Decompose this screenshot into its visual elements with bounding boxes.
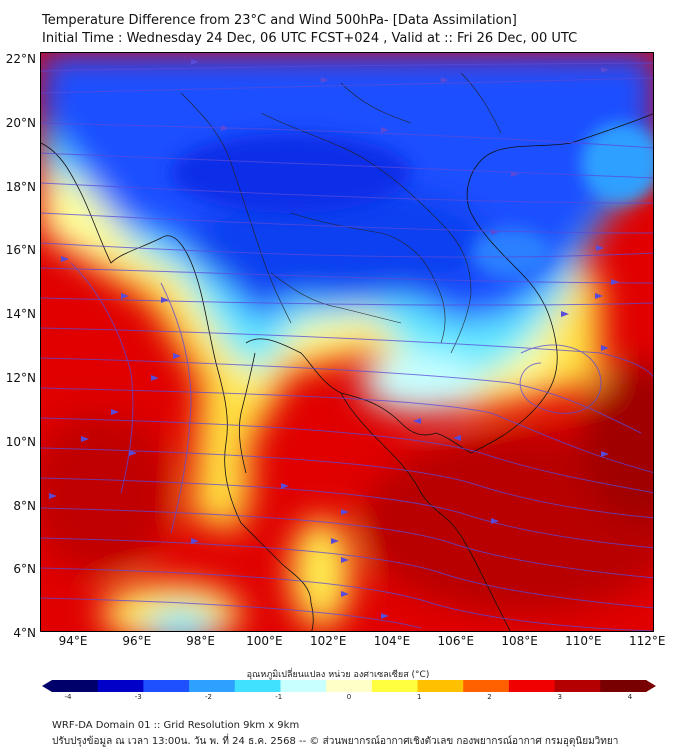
latitude-label: 18°N <box>5 179 36 194</box>
colorbar-tick-label: -3 <box>134 693 142 701</box>
longitude-label: 108°E <box>501 634 538 648</box>
colorbar-tick-label: 3 <box>557 693 562 701</box>
longitude-label: 100°E <box>246 634 283 648</box>
colorbar-segment <box>234 680 281 692</box>
colorbar-tick-label: -4 <box>64 693 72 701</box>
colorbar-title: อุณหภูมิเปลี่ยนแปลง หน่วย องศาเซลเซียส (… <box>246 670 430 680</box>
colorbar-tick-label: -1 <box>275 693 283 701</box>
latitude-label: 16°N <box>5 243 36 258</box>
colorbar-segment <box>326 680 373 692</box>
longitude-label: 112°E <box>628 634 666 648</box>
map-title: Temperature Difference from 23°C and Win… <box>42 13 517 28</box>
map-subtitle: Initial Time : Wednesday 24 Dec, 06 UTC … <box>42 31 578 46</box>
latitude-label: 20°N <box>5 115 36 130</box>
colorbar-tick-label: 2 <box>487 693 492 701</box>
colorbar-segment <box>463 680 510 692</box>
colorbar-min-extend <box>42 680 52 692</box>
colorbar-max-extend <box>646 680 656 692</box>
latitude-label: 4°N <box>13 626 36 641</box>
country-borders <box>180 72 502 354</box>
wind-streamlines <box>41 62 653 631</box>
colorbar-segment <box>371 680 419 692</box>
footer-credit: ปรับปรุงข้อมูล ณ เวลา 13:00น. วัน พ. ที่… <box>52 736 619 747</box>
colorbar-tick-label: 4 <box>627 693 633 701</box>
colorbar-segment <box>417 680 464 692</box>
colorbar-segment <box>143 680 190 692</box>
colorbar-segment <box>508 680 556 692</box>
longitude-label: 102°E <box>309 634 347 648</box>
colorbar-segment <box>189 680 236 692</box>
latitude-label: 22°N <box>5 52 36 66</box>
longitude-label: 110°E <box>565 634 602 648</box>
colorbar-segment <box>52 680 99 692</box>
colorbar-tick-label: 0 <box>346 693 352 701</box>
longitude-label: 106°E <box>437 634 475 648</box>
temperature-wind-map <box>41 53 653 631</box>
latitude-label: 8°N <box>13 498 36 513</box>
colorbar-tick-label: -2 <box>205 693 212 701</box>
longitude-label: 104°E <box>373 634 411 648</box>
colorbar-segment <box>97 680 144 692</box>
latitude-label: 12°N <box>5 371 36 385</box>
temperature-field <box>41 53 653 631</box>
latitude-label: 14°N <box>5 307 36 322</box>
latitude-label: 10°N <box>5 434 36 449</box>
map-panel <box>40 52 654 632</box>
longitude-label: 94°E <box>58 634 88 648</box>
footer-model-info: WRF-DA Domain 01 :: Grid Resolution 9km … <box>52 720 300 731</box>
colorbar-segment <box>280 680 327 692</box>
longitude-label: 96°E <box>122 634 152 648</box>
longitude-label: 98°E <box>186 634 216 648</box>
streamline-arrows <box>49 59 619 619</box>
colorbar-segment <box>554 680 601 692</box>
colorbar <box>42 680 656 692</box>
colorbar-segment <box>600 680 647 692</box>
colorbar-tick-label: 1 <box>417 693 422 701</box>
latitude-label: 6°N <box>13 562 36 577</box>
